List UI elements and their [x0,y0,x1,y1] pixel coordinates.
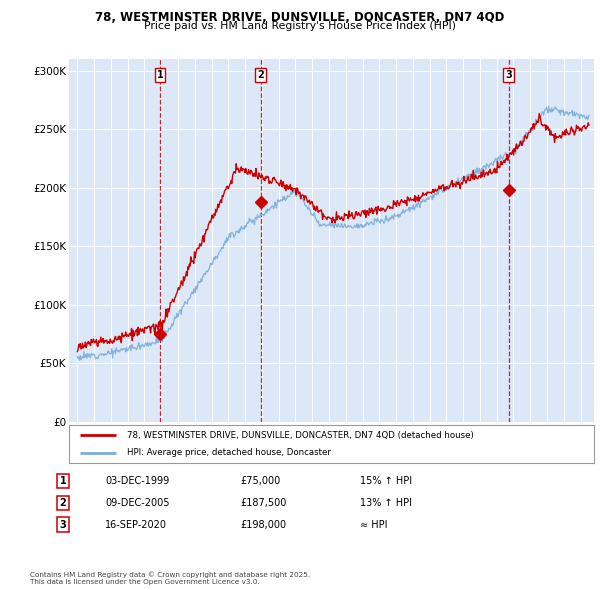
Text: 15% ↑ HPI: 15% ↑ HPI [360,476,412,486]
Text: 1: 1 [157,70,163,80]
Text: Price paid vs. HM Land Registry's House Price Index (HPI): Price paid vs. HM Land Registry's House … [144,21,456,31]
Text: Contains HM Land Registry data © Crown copyright and database right 2025.
This d: Contains HM Land Registry data © Crown c… [30,572,310,585]
Text: £187,500: £187,500 [240,498,286,507]
Text: £198,000: £198,000 [240,520,286,529]
Text: 3: 3 [59,520,67,529]
Text: 2: 2 [257,70,264,80]
Text: £75,000: £75,000 [240,476,280,486]
Text: 2: 2 [59,498,67,507]
Text: 78, WESTMINSTER DRIVE, DUNSVILLE, DONCASTER, DN7 4QD (detached house): 78, WESTMINSTER DRIVE, DUNSVILLE, DONCAS… [127,431,473,440]
Text: 1: 1 [59,476,67,486]
Text: 3: 3 [505,70,512,80]
Text: HPI: Average price, detached house, Doncaster: HPI: Average price, detached house, Donc… [127,448,331,457]
Text: 03-DEC-1999: 03-DEC-1999 [105,476,169,486]
Text: 16-SEP-2020: 16-SEP-2020 [105,520,167,529]
Text: ≈ HPI: ≈ HPI [360,520,388,529]
Text: 78, WESTMINSTER DRIVE, DUNSVILLE, DONCASTER, DN7 4QD: 78, WESTMINSTER DRIVE, DUNSVILLE, DONCAS… [95,11,505,24]
Text: 13% ↑ HPI: 13% ↑ HPI [360,498,412,507]
Text: 09-DEC-2005: 09-DEC-2005 [105,498,170,507]
